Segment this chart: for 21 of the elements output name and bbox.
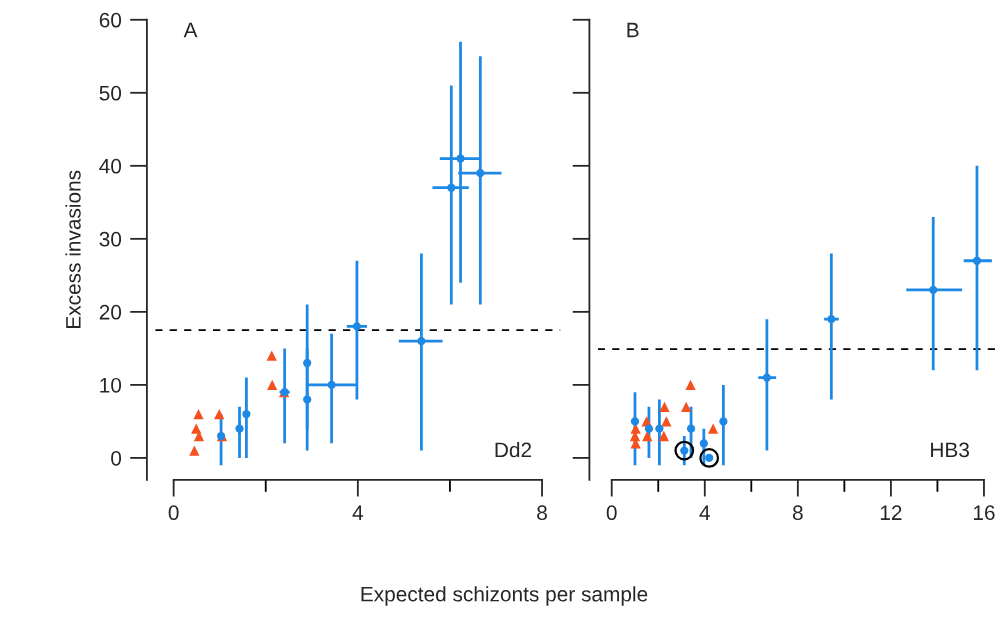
x-tick-label: 12 xyxy=(880,505,902,520)
x-tick-label: 4 xyxy=(699,505,710,520)
y-tick-label: 10 xyxy=(100,377,122,393)
y-axis-title: Excess invasions xyxy=(65,170,81,328)
y-tick-label: 20 xyxy=(99,304,122,320)
annotation: HB3 xyxy=(931,442,969,458)
y-tick-label: 40 xyxy=(99,158,122,174)
annotation: A xyxy=(183,22,198,38)
x-tick-label: 8 xyxy=(537,505,547,521)
y-tick-label: 30 xyxy=(99,231,122,247)
x-tick-label: 16 xyxy=(973,505,995,521)
x-tick-label: 4 xyxy=(352,505,364,520)
y-tick-label: 60 xyxy=(99,12,122,28)
x-tick-label: 8 xyxy=(792,505,803,521)
x-axis-title: Expected schizonts per sample xyxy=(361,586,648,606)
annotation: Dd2 xyxy=(495,441,532,458)
y-tick-label: 0 xyxy=(111,450,122,466)
y-tick-label: 50 xyxy=(99,85,122,101)
annotation: B xyxy=(627,22,639,38)
x-tick-label: 0 xyxy=(168,505,179,521)
x-tick-label: 0 xyxy=(606,505,617,521)
